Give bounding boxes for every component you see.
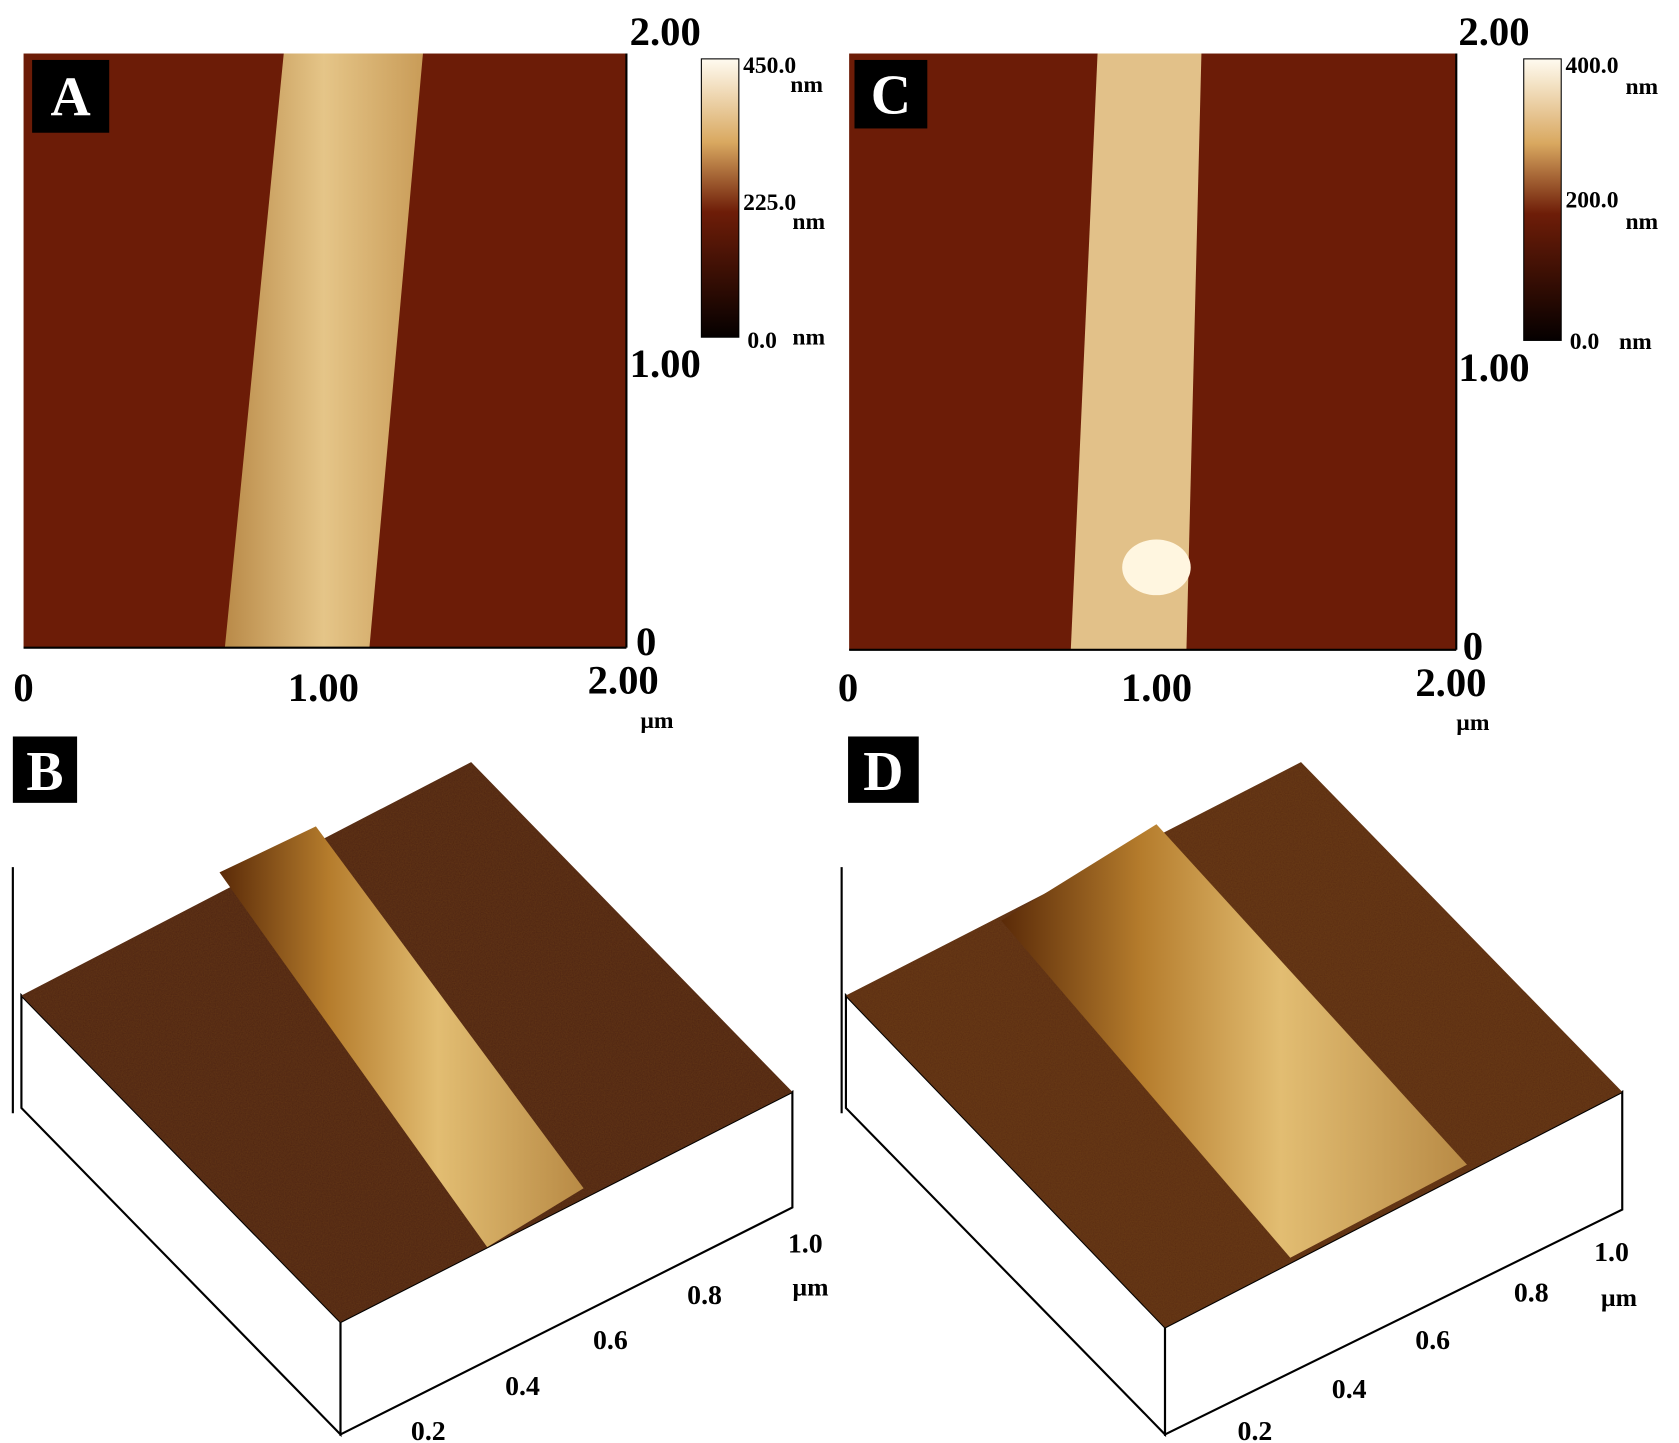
colorbar-label: 225.0	[743, 190, 796, 216]
tick-label: 0	[636, 619, 656, 664]
panel-label: B	[26, 741, 63, 803]
unit-label: µm	[640, 708, 674, 734]
tick-label: 1.00	[288, 665, 359, 710]
tick-label: 1.00	[1458, 345, 1529, 390]
colorbar-label: nm	[1619, 329, 1652, 355]
tick-label: 0.4	[505, 1371, 540, 1402]
colorbar-label: nm	[790, 72, 823, 98]
tick-label: 0.6	[1415, 1325, 1450, 1356]
tick-label: 0	[13, 665, 33, 710]
tick-label: 0	[1463, 623, 1483, 668]
tick-label: 1.00	[1121, 665, 1192, 710]
unit-label: µm	[1601, 1283, 1637, 1312]
tick-label: 0.2	[1238, 1416, 1273, 1443]
colorbar-label: 450.0	[743, 53, 796, 79]
colorbar	[701, 59, 738, 337]
figure: A 0 1.00 2.00 µm 2.00 1.00 0 450.0 nm 22…	[0, 0, 1679, 1443]
unit-label: µm	[792, 1272, 828, 1301]
colorbar-label: nm	[792, 325, 825, 351]
tick-label: 2.00	[1458, 9, 1529, 54]
colorbar	[1524, 59, 1561, 341]
tick-label: 0.2	[411, 1416, 446, 1443]
tick-label: 1.00	[630, 341, 701, 386]
page: {"panels": [ {"label": "A", "x_ticks": […	[0, 0, 1679, 1443]
colorbar-label: nm	[1625, 209, 1658, 235]
colorbar-label: 400.0	[1565, 53, 1618, 79]
colorbar-label: nm	[1625, 74, 1658, 100]
colorbar-label: nm	[792, 209, 825, 235]
tick-label: 0.8	[1514, 1278, 1549, 1309]
panel-label: A	[51, 67, 91, 129]
colorbar-label: 0.0	[747, 328, 776, 354]
particle	[1122, 540, 1191, 596]
unit-label: µm	[1456, 710, 1490, 736]
tick-label: 0.4	[1332, 1374, 1367, 1405]
colorbar-label: 0.0	[1570, 329, 1599, 355]
colorbar-label: 200.0	[1565, 188, 1618, 214]
tick-label: 0.6	[593, 1325, 628, 1356]
panel-label: C	[871, 64, 911, 126]
tick-label: 0	[838, 665, 858, 710]
tick-label: 1.0	[1594, 1237, 1629, 1268]
tick-label: 0.8	[687, 1280, 722, 1311]
panel-label: D	[863, 741, 903, 803]
tick-label: 1.0	[788, 1228, 823, 1259]
tick-label: 2.00	[588, 658, 659, 703]
tick-label: 2.00	[630, 9, 701, 54]
